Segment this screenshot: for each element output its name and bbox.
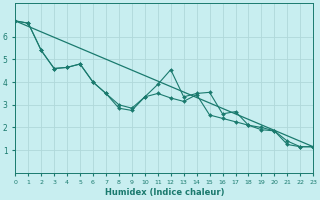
X-axis label: Humidex (Indice chaleur): Humidex (Indice chaleur) [105, 188, 224, 197]
